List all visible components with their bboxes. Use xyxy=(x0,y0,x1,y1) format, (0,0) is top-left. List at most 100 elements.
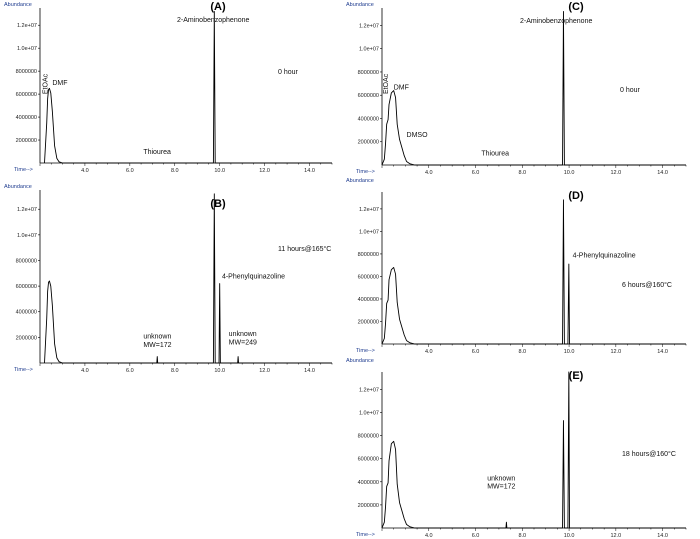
peak-annotation: 2-Aminobenzophenone xyxy=(520,18,592,25)
y-tick-label: 1.2e+07 xyxy=(17,207,37,213)
panel-label: (D) xyxy=(568,190,584,202)
x-tick-label: 12.0 xyxy=(259,168,270,174)
panel-label: (B) xyxy=(210,198,226,210)
x-axis-label: Time--> xyxy=(356,348,375,354)
chart-panel: 2000000 4000000 6000000 8000000 1.0e+07 1.2e+… xyxy=(346,358,687,539)
panel-label: (A) xyxy=(210,1,226,13)
y-tick-label: 4000000 xyxy=(358,116,379,122)
condition-label: 6 hours@160°C xyxy=(622,281,672,289)
y-tick-label: 6000000 xyxy=(358,93,379,99)
x-tick-label: 4.0 xyxy=(81,368,89,374)
chromatogram-trace xyxy=(44,193,332,364)
peak-annotation: EtOAc xyxy=(383,73,390,94)
y-tick-label: 4000000 xyxy=(358,297,379,303)
y-tick-label: 1.0e+07 xyxy=(359,229,379,235)
y-tick-label: 4000000 xyxy=(358,480,379,486)
peak-annotation: DMF xyxy=(394,84,409,91)
y-tick-label: 2000000 xyxy=(16,335,37,341)
y-tick-label: 8000000 xyxy=(358,70,379,76)
y-tick-label: 1.2e+07 xyxy=(359,387,379,393)
x-tick-label: 4.0 xyxy=(81,168,89,174)
x-tick-label: 12.0 xyxy=(259,368,270,374)
x-tick-label: 14.0 xyxy=(657,349,668,355)
condition-label: 0 hour xyxy=(278,69,299,76)
x-tick-label: 6.0 xyxy=(472,170,480,176)
chart-panel: 2000000 4000000 6000000 8000000 1.0e+07 1.2e+… xyxy=(4,1,333,174)
x-tick-label: 14.0 xyxy=(304,368,315,374)
y-tick-label: 1.2e+07 xyxy=(359,23,379,29)
x-tick-label: 6.0 xyxy=(126,168,134,174)
peak-annotation: DMSO xyxy=(407,132,429,139)
x-tick-label: 4.0 xyxy=(425,349,433,355)
x-axis-label: Time--> xyxy=(356,169,375,175)
y-tick-label: 2000000 xyxy=(358,140,379,146)
y-tick-label: 2000000 xyxy=(358,319,379,325)
chromatogram-trace xyxy=(381,199,686,345)
x-tick-label: 12.0 xyxy=(610,533,621,539)
y-tick-label: 4000000 xyxy=(16,115,37,121)
peak-annotation: 4-Phenylquinazoline xyxy=(573,252,636,259)
condition-label: 18 hours@160°C xyxy=(622,450,676,458)
y-tick-label: 6000000 xyxy=(358,457,379,463)
x-tick-label: 8.0 xyxy=(518,533,526,539)
peak-annotation: MW=172 xyxy=(487,484,515,491)
x-tick-label: 10.0 xyxy=(214,168,225,174)
y-axis-label: Abundance xyxy=(346,178,374,184)
y-tick-label: 1.2e+07 xyxy=(359,207,379,213)
y-tick-label: 8000000 xyxy=(358,434,379,440)
peak-annotation: DMF xyxy=(52,80,67,87)
x-axis-label: Time--> xyxy=(14,167,33,173)
peak-annotation: Thiourea xyxy=(481,151,509,158)
peak-annotation: MW=172 xyxy=(143,342,171,349)
x-axis-label: Time--> xyxy=(14,367,33,373)
y-tick-label: 8000000 xyxy=(16,69,37,75)
x-tick-label: 6.0 xyxy=(472,349,480,355)
peak-annotation: 2-Aminobenzophenone xyxy=(177,17,249,24)
x-tick-label: 12.0 xyxy=(610,170,621,176)
x-tick-label: 14.0 xyxy=(657,170,668,176)
y-tick-label: 8000000 xyxy=(358,252,379,258)
y-tick-label: 1.0e+07 xyxy=(17,46,37,52)
y-tick-label: 1.0e+07 xyxy=(359,410,379,416)
x-tick-label: 8.0 xyxy=(171,168,179,174)
condition-label: 0 hour xyxy=(620,87,641,94)
x-axis-label: Time--> xyxy=(356,532,375,538)
x-tick-label: 6.0 xyxy=(126,368,134,374)
y-tick-label: 1.0e+07 xyxy=(17,233,37,239)
x-tick-label: 12.0 xyxy=(610,349,621,355)
y-tick-label: 6000000 xyxy=(16,92,37,98)
x-tick-label: 4.0 xyxy=(425,533,433,539)
x-tick-label: 8.0 xyxy=(518,170,526,176)
peak-annotation: Thiourea xyxy=(143,149,171,156)
y-tick-label: 2000000 xyxy=(358,503,379,509)
x-tick-label: 10.0 xyxy=(214,368,225,374)
chromatogram-trace xyxy=(381,371,686,529)
y-tick-label: 1.0e+07 xyxy=(359,47,379,53)
panel-label: (C) xyxy=(568,1,584,13)
y-tick-label: 4000000 xyxy=(16,310,37,316)
condition-label: 11 hours@165°C xyxy=(278,245,331,253)
chromatogram-trace xyxy=(44,10,332,164)
peak-annotation: unknown xyxy=(487,476,515,483)
chart-panel: 2000000 4000000 6000000 8000000 1.0e+07 1.2e+… xyxy=(346,1,687,176)
x-tick-label: 14.0 xyxy=(304,168,315,174)
peak-annotation: MW=249 xyxy=(229,339,257,346)
x-tick-label: 10.0 xyxy=(564,533,575,539)
y-axis-label: Abundance xyxy=(346,2,374,8)
y-tick-label: 8000000 xyxy=(16,258,37,264)
x-tick-label: 14.0 xyxy=(657,533,668,539)
y-axis-label: Abundance xyxy=(4,184,32,190)
y-tick-label: 2000000 xyxy=(16,138,37,144)
panel-label: (E) xyxy=(569,370,584,382)
x-tick-label: 6.0 xyxy=(472,533,480,539)
peak-annotation: 4-Phenylquinazoline xyxy=(222,273,285,280)
chromatogram-trace xyxy=(381,11,686,166)
chart-panel: 2000000 4000000 6000000 8000000 1.0e+07 1.2e+… xyxy=(346,178,687,355)
y-axis-label: Abundance xyxy=(4,2,32,8)
y-tick-label: 6000000 xyxy=(358,274,379,280)
x-tick-label: 10.0 xyxy=(564,349,575,355)
peak-annotation: unknown xyxy=(229,331,257,338)
y-tick-label: 1.2e+07 xyxy=(17,23,37,29)
chart-panel: 2000000 4000000 6000000 8000000 1.0e+07 1.2e+… xyxy=(4,184,333,374)
